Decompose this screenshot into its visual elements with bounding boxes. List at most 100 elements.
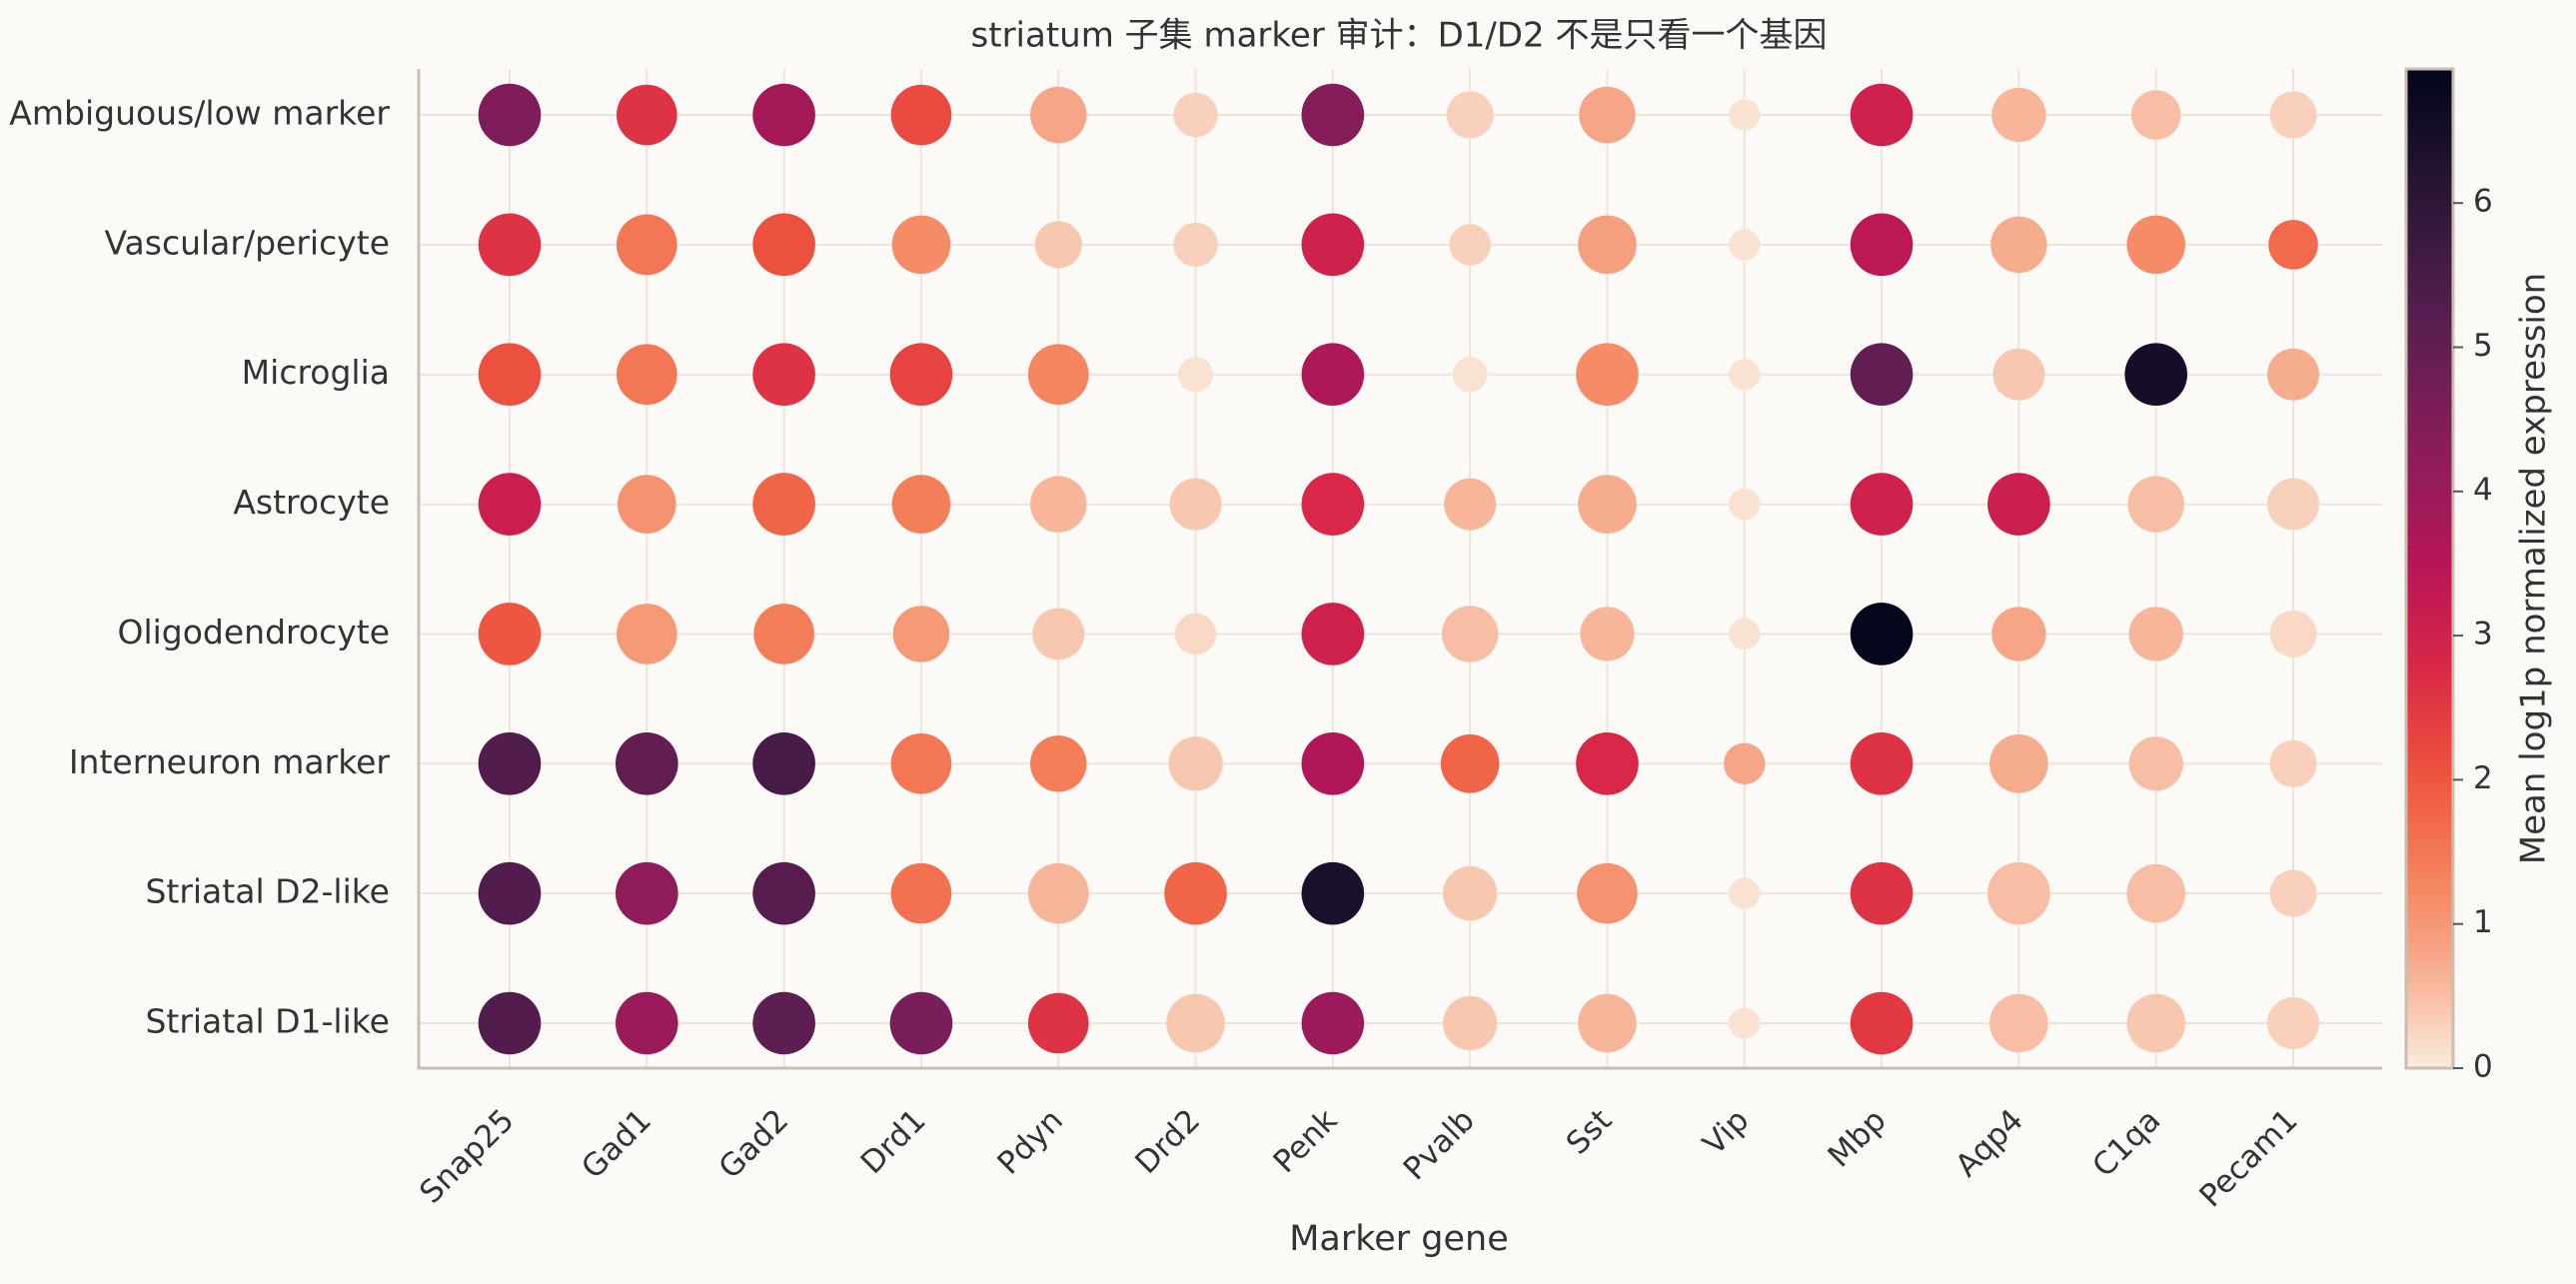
dot [1991, 607, 2046, 661]
y-tick-label: Ambiguous/low marker [9, 94, 390, 133]
dot [891, 475, 951, 534]
colorbar-tick-label: 3 [2473, 617, 2493, 652]
dot [1990, 216, 2047, 274]
dot [1030, 86, 1087, 144]
y-tick-label: Interneuron marker [69, 742, 391, 781]
colorbar-tick-label: 0 [2473, 1049, 2493, 1085]
dot [1729, 877, 1761, 909]
dot [752, 473, 815, 536]
dot [2126, 863, 2185, 923]
dot [2126, 993, 2185, 1053]
dot [2269, 610, 2317, 657]
x-tick-label: Pecam1 [2193, 1102, 2305, 1214]
dot [1449, 224, 1491, 266]
dot [752, 731, 815, 795]
dot [1987, 861, 2050, 925]
dot [891, 215, 951, 275]
dot [1578, 215, 1637, 275]
dot [2269, 739, 2317, 787]
dot [1987, 473, 2050, 536]
dot [1301, 473, 1365, 536]
dot [753, 604, 814, 664]
dot [1850, 861, 1914, 925]
dot [889, 343, 953, 407]
dot [1301, 343, 1365, 407]
colorbar-tick-label: 4 [2473, 472, 2493, 508]
colorbar [2404, 67, 2455, 1070]
dot [478, 603, 542, 665]
x-tick-label: Drd2 [1128, 1102, 1207, 1181]
dot [1301, 991, 1365, 1055]
y-tick-label: Vascular/pericyte [105, 223, 390, 262]
dot [1174, 613, 1217, 655]
dot [1173, 222, 1218, 267]
dot [616, 861, 678, 925]
dot [1578, 475, 1637, 534]
dot [2269, 91, 2317, 139]
dot [890, 862, 952, 924]
dot [1850, 343, 1914, 407]
x-tick-label: Snap25 [413, 1102, 522, 1211]
colorbar-tick-label: 6 [2473, 184, 2493, 220]
dot [1301, 83, 1365, 147]
dot [1166, 993, 1225, 1053]
dot [1850, 473, 1914, 536]
dot [1729, 618, 1761, 650]
dot [2267, 997, 2319, 1049]
dot [2124, 343, 2187, 407]
dot [2267, 478, 2319, 531]
x-tick-label: Gad1 [575, 1102, 658, 1186]
x-tick-label: Mbp [1822, 1102, 1894, 1174]
dot [1989, 993, 2048, 1053]
y-tick-label: Oligodendrocyte [117, 613, 390, 651]
dot [1034, 221, 1082, 269]
colorbar-tick-label: 5 [2473, 328, 2493, 364]
dot [1301, 213, 1365, 277]
dot [1168, 736, 1223, 791]
dot [478, 861, 542, 925]
dot [1850, 731, 1914, 795]
dot [478, 473, 542, 536]
x-tick-label: Aqp4 [1948, 1102, 2030, 1184]
dot [1444, 478, 1497, 531]
dot [1724, 742, 1766, 784]
dot [1578, 993, 1637, 1053]
dot [478, 991, 542, 1055]
dot [616, 604, 677, 664]
dot [2268, 220, 2318, 270]
dot [2130, 90, 2181, 140]
dot [1027, 344, 1089, 406]
dot [1729, 488, 1761, 521]
dot [616, 991, 678, 1055]
y-tick-label: Astrocyte [233, 483, 390, 522]
dot [1441, 606, 1499, 662]
dot [1032, 608, 1085, 660]
dot [2127, 476, 2184, 533]
dot [1030, 476, 1087, 533]
dot [1452, 357, 1488, 393]
dot [1443, 866, 1498, 921]
x-axis-label: Marker gene [1289, 1219, 1509, 1259]
dot [1164, 861, 1227, 925]
dot [752, 343, 815, 407]
dot [616, 344, 677, 406]
dot [890, 732, 952, 794]
dot [1989, 734, 2048, 793]
dot [1301, 861, 1365, 925]
x-tick-label: Vip [1696, 1102, 1756, 1162]
colorbar-label: Mean log1p normalized expression [2514, 273, 2554, 864]
dot [1729, 99, 1761, 131]
chart-title: striatum 子集 marker 审计：D1/D2 不是只看一个基因 [971, 16, 1828, 56]
dot [1579, 86, 1636, 144]
dot [889, 991, 953, 1055]
dot [1301, 603, 1365, 665]
x-tick-label: Pdyn [990, 1102, 1069, 1181]
dot [1446, 91, 1494, 139]
dot [1850, 83, 1914, 147]
dot [1576, 343, 1639, 407]
dot [1580, 607, 1635, 661]
dot [1729, 359, 1761, 391]
dot [1850, 991, 1914, 1055]
